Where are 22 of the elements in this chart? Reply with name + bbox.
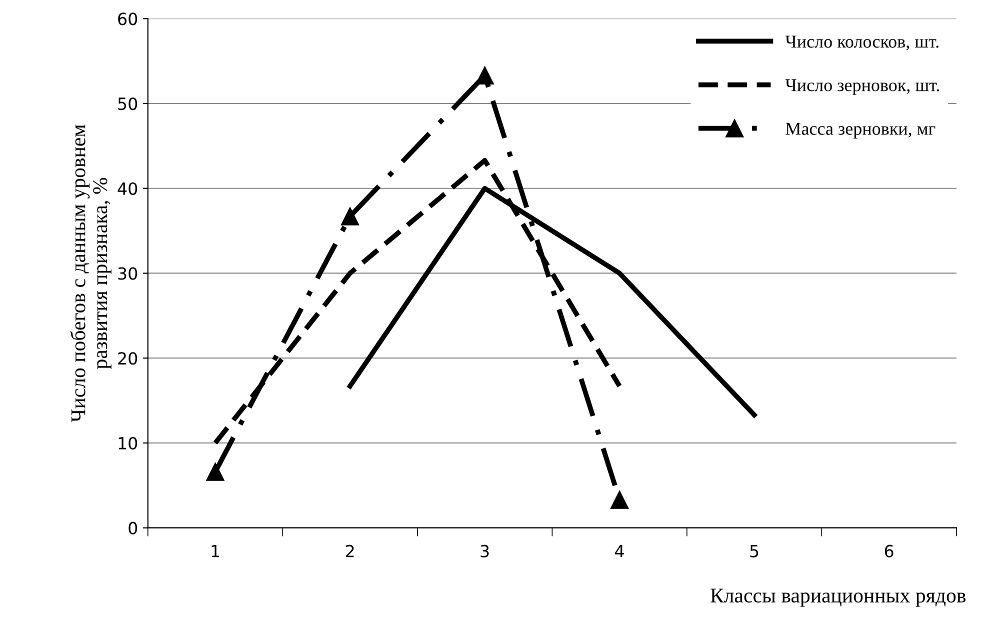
legend-label: Масса зерновки, мг (786, 122, 936, 138)
legend-label: Число колосков, шт. (785, 36, 938, 50)
x-axis-title: Классы вариационных рядов (710, 588, 966, 607)
x-tick-label: 5 (750, 545, 758, 558)
point (476, 66, 494, 85)
y-tick-label: 30 (118, 267, 138, 280)
y-tick-label: 10 (118, 436, 138, 450)
point (206, 462, 224, 481)
legend-label: Число зерновок, шт. (785, 79, 939, 95)
x-tick-label: 4 (615, 545, 624, 558)
point (610, 490, 629, 509)
x-tick-label: 6 (884, 544, 894, 558)
y-tick-label: 0 (128, 522, 138, 534)
y-axis-title: Число побегов с данным уровнем развития признака, % (70, 124, 112, 422)
x-tick-label: 3 (480, 544, 489, 558)
point (341, 207, 360, 226)
y-tick-label: 60 (118, 12, 138, 26)
y-tick-label: 40 (118, 182, 138, 195)
x-tick-label: 1 (212, 545, 220, 558)
y-tick-label: 50 (118, 97, 138, 110)
x-tick-label: 2 (346, 544, 354, 558)
y-tick-label: 20 (118, 352, 138, 365)
